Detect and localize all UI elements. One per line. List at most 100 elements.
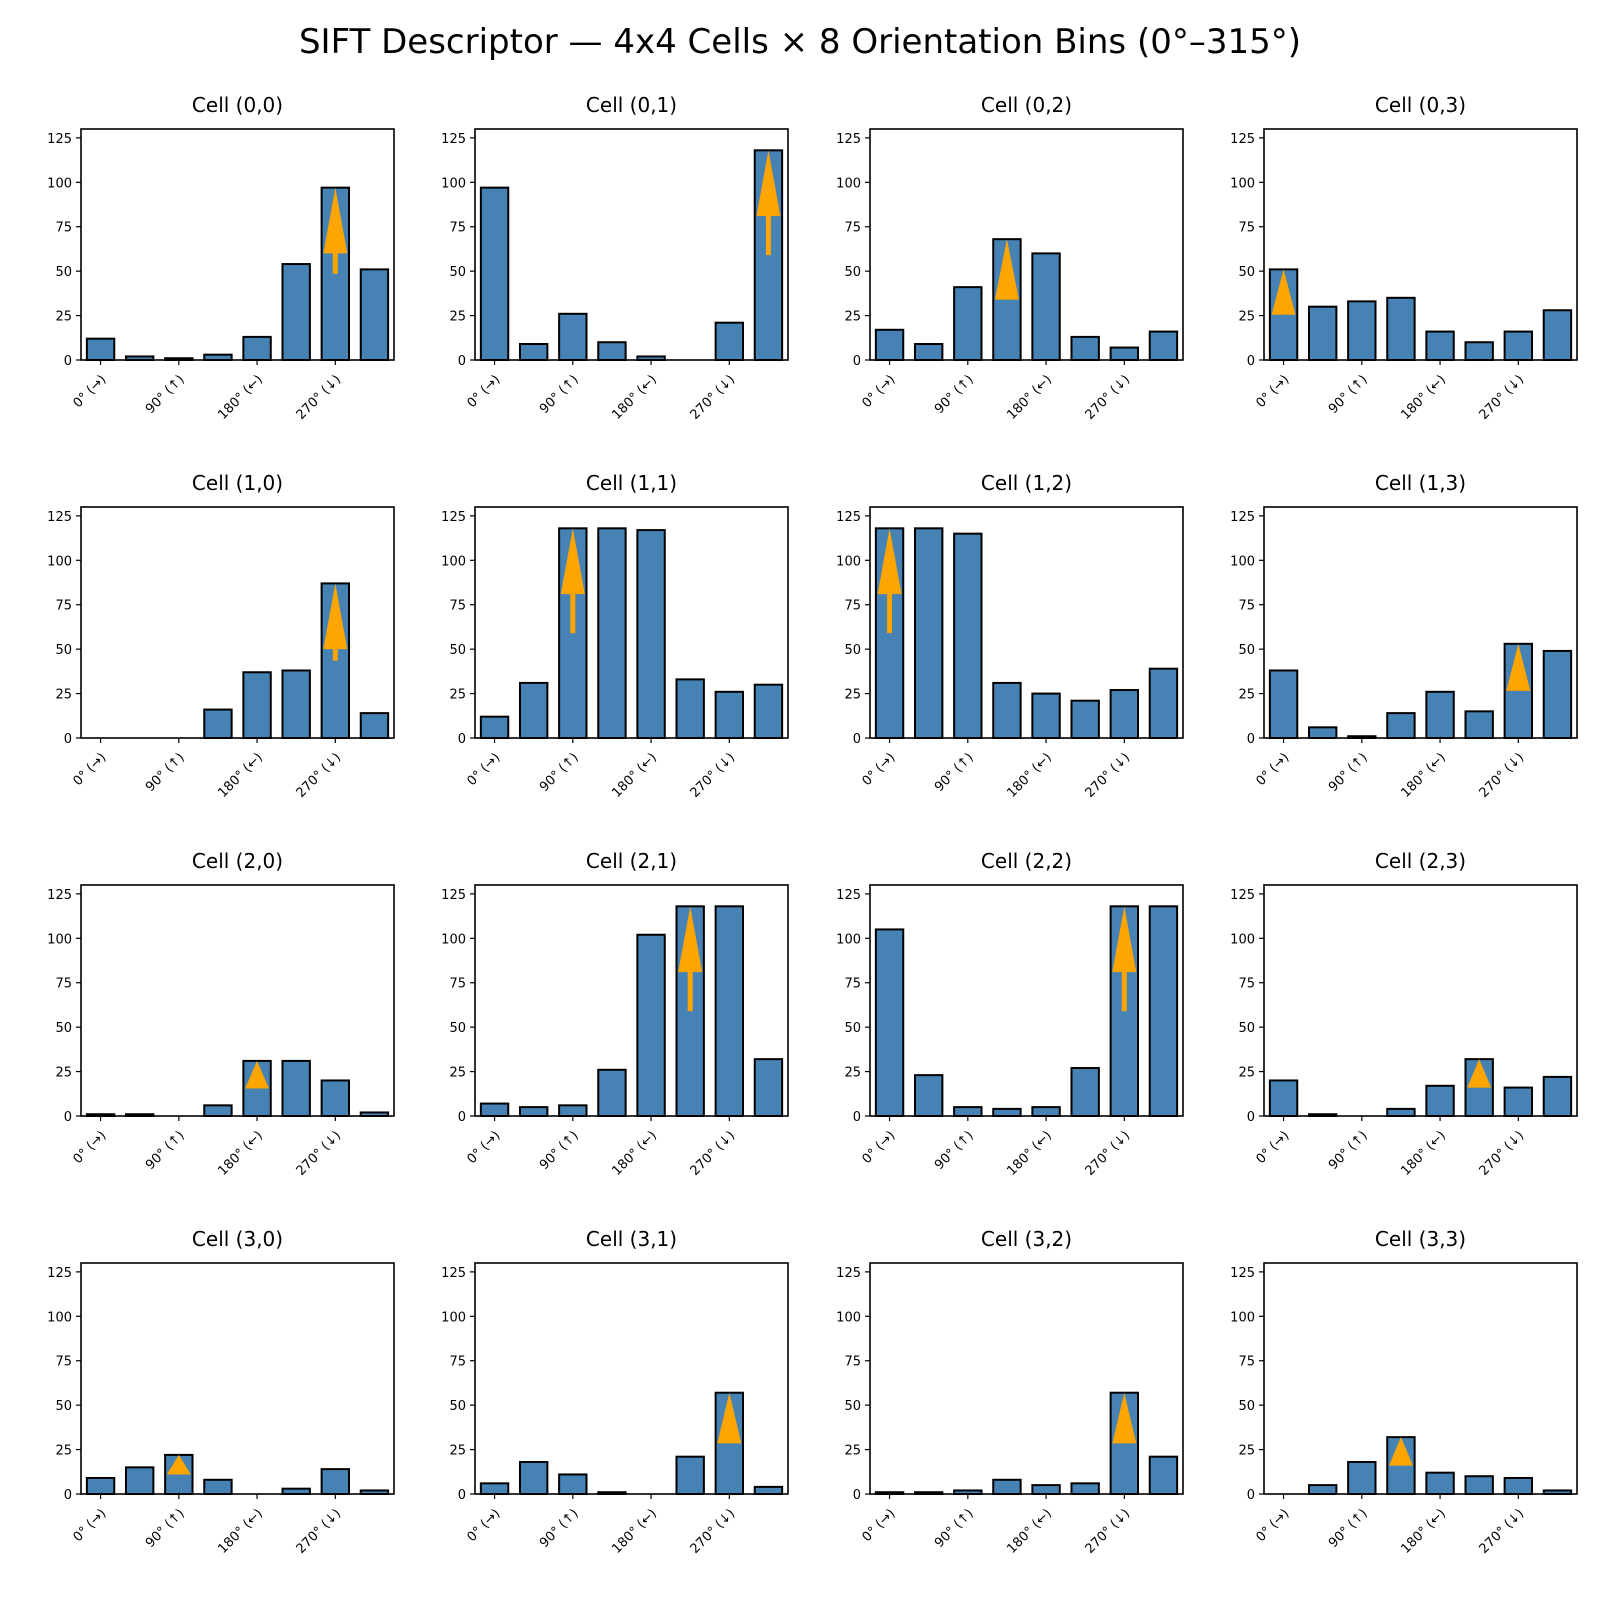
histogram-bar	[675, 1455, 705, 1495]
y-tick-label: 75	[449, 221, 466, 236]
histogram-bar	[1503, 330, 1534, 362]
x-tick-label: 270° (↓)	[294, 750, 345, 801]
x-tick-label: 180° (←)	[609, 1128, 660, 1179]
y-tick-label: 25	[844, 1066, 861, 1081]
y-tick-label: 0	[64, 1110, 72, 1125]
dominant-orientation-arrow-icon	[1467, 1059, 1492, 1088]
y-tick-label: 100	[1230, 176, 1255, 191]
histogram-bar	[714, 690, 745, 739]
histogram-bar	[1542, 649, 1573, 740]
cell-subplot: Cell (0,0) 0 25 50 75 100 125 0° (→) 90° (↑) 180°…	[47, 93, 395, 423]
y-tick-label: 100	[836, 554, 861, 569]
histogram-bar	[85, 337, 116, 361]
y-tick-label: 25	[449, 688, 466, 703]
cell-title: Cell (2,2)	[981, 849, 1072, 873]
y-tick-label: 0	[853, 1110, 861, 1125]
cell-title: Cell (1,1)	[586, 471, 677, 495]
histogram-bar	[753, 683, 784, 740]
x-tick-label: 90° (↑)	[932, 372, 977, 417]
histogram-bar	[1148, 1455, 1179, 1495]
cell-title: Cell (0,2)	[981, 93, 1072, 117]
dominant-orientation-arrow-icon	[323, 187, 348, 254]
x-tick-label: 90° (↑)	[932, 750, 977, 795]
histogram-bar	[558, 312, 588, 361]
x-tick-label: 270° (↓)	[688, 1128, 739, 1179]
histogram-bar	[558, 1104, 588, 1118]
dominant-orientation-arrow-icon	[994, 239, 1019, 300]
axes-frame	[869, 128, 1184, 361]
x-tick-label: 90° (↑)	[1326, 750, 1371, 795]
y-tick-label: 0	[64, 354, 72, 369]
y-tick-label: 50	[1238, 643, 1255, 658]
histogram-bar	[913, 527, 944, 739]
y-tick-label: 125	[1230, 510, 1255, 525]
cell-title: Cell (0,3)	[1375, 93, 1466, 117]
cell-subplot: Cell (3,0) 0 25 50 75 100 125 0° (→) 90° (↑) 180°…	[47, 1227, 395, 1557]
histogram-bar	[1031, 252, 1061, 361]
histogram-bar	[1031, 1484, 1061, 1495]
histogram-bar	[203, 1104, 233, 1118]
x-tick-label: 0° (→)	[465, 372, 504, 411]
axes-frame	[1263, 1262, 1578, 1495]
x-tick-label: 270° (↓)	[1477, 750, 1528, 801]
histogram-bar	[597, 1068, 627, 1118]
cell-title: Cell (2,1)	[586, 849, 677, 873]
y-tick-label: 100	[47, 1310, 72, 1325]
histogram-bar	[1148, 667, 1179, 740]
x-tick-label: 270° (↓)	[1083, 1128, 1134, 1179]
x-tick-label: 90° (↑)	[1326, 372, 1371, 417]
y-tick-label: 25	[449, 310, 466, 325]
x-tick-label: 0° (→)	[860, 1128, 899, 1167]
y-tick-label: 0	[64, 732, 72, 747]
histogram-bar	[1386, 712, 1416, 739]
y-tick-label: 100	[836, 176, 861, 191]
histogram-bar	[1307, 1484, 1338, 1495]
cell-subplot: Cell (2,1) 0 25 50 75 100 125 0° (→) 90° (↑) 180°…	[441, 849, 789, 1179]
y-tick-label: 25	[55, 1066, 72, 1081]
y-tick-label: 125	[47, 510, 72, 525]
dominant-orientation-arrow-icon	[323, 583, 348, 650]
dominant-orientation-arrow-icon	[560, 528, 585, 595]
histogram-bar	[1425, 330, 1455, 362]
cell-subplot: Cell (1,3) 0 25 50 75 100 125 0° (→) 90° (↑) 180°…	[1230, 471, 1578, 801]
y-tick-label: 75	[449, 1355, 466, 1370]
y-tick-label: 75	[844, 221, 861, 236]
x-tick-label: 270° (↓)	[1083, 1506, 1134, 1557]
x-tick-label: 180° (←)	[1004, 1506, 1055, 1557]
histogram-bar	[1070, 335, 1100, 361]
x-tick-label: 180° (←)	[1398, 1128, 1449, 1179]
dominant-orientation-arrow-icon	[717, 1392, 742, 1444]
histogram-bar	[359, 268, 390, 361]
x-tick-label: 180° (←)	[609, 750, 660, 801]
histogram-bar	[1268, 1079, 1299, 1118]
axes-frame	[80, 884, 395, 1117]
y-tick-label: 0	[853, 354, 861, 369]
y-tick-label: 0	[458, 354, 466, 369]
histogram-bar	[1464, 341, 1494, 362]
y-tick-label: 50	[844, 643, 861, 658]
x-tick-label: 90° (↑)	[143, 750, 188, 795]
histogram-bar	[913, 343, 944, 361]
y-tick-label: 100	[441, 1310, 466, 1325]
histogram-bar	[1070, 1067, 1100, 1117]
histogram-bar	[281, 669, 311, 740]
y-tick-label: 125	[836, 132, 861, 147]
y-tick-label: 50	[844, 1399, 861, 1414]
histogram-bar	[124, 1466, 155, 1496]
x-tick-label: 270° (↓)	[688, 372, 739, 423]
x-tick-label: 90° (↑)	[537, 750, 582, 795]
cell-title: Cell (0,0)	[192, 93, 283, 117]
histogram-bar	[714, 905, 745, 1117]
x-tick-label: 180° (←)	[1398, 372, 1449, 423]
x-tick-label: 270° (↓)	[1477, 1506, 1528, 1557]
x-tick-label: 0° (→)	[465, 1506, 504, 1545]
axes-frame	[80, 506, 395, 739]
x-tick-label: 270° (↓)	[1477, 1128, 1528, 1179]
y-tick-label: 25	[55, 310, 72, 325]
x-tick-label: 180° (←)	[215, 372, 266, 423]
histogram-bar	[1386, 296, 1416, 361]
x-tick-label: 270° (↓)	[294, 1506, 345, 1557]
x-tick-label: 0° (→)	[860, 750, 899, 789]
cell-subplot: Cell (1,0) 0 25 50 75 100 125 0° (→) 90° (↑) 180°…	[47, 471, 395, 801]
histogram-bar	[1148, 330, 1179, 362]
